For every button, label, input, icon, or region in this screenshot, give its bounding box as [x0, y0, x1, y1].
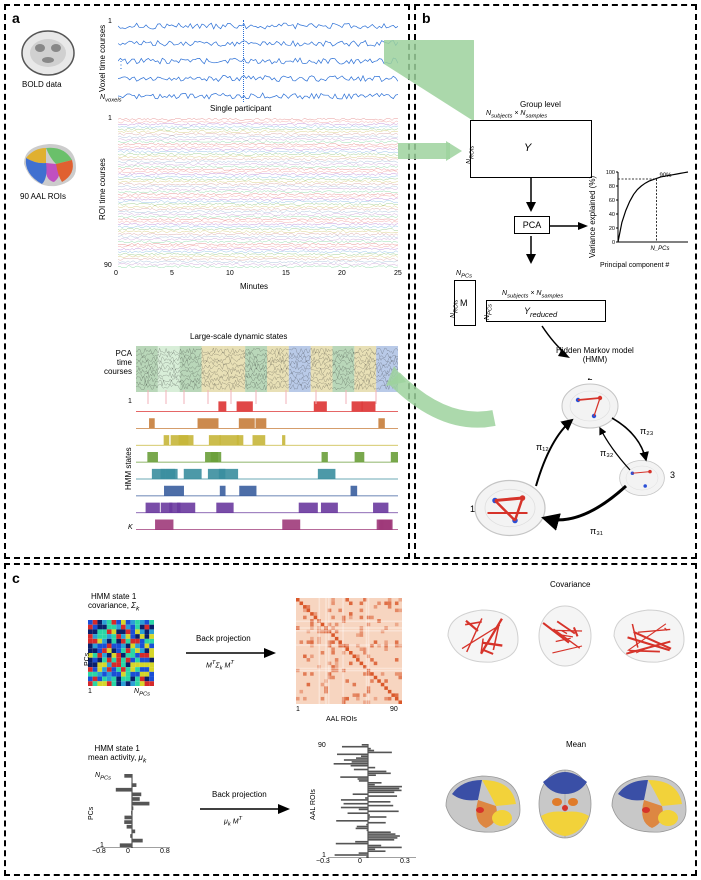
svg-text:π₂₃: π₂₃: [640, 426, 654, 436]
arrow-backproj-2: [198, 802, 292, 816]
voxel-bottom-tick: Nvoxels: [100, 94, 122, 103]
yreduced-text: Yreduced: [524, 306, 557, 319]
y-box-top-label: Nsubjects × Nsamples: [486, 110, 547, 119]
cov-brains: [440, 596, 690, 676]
pca-y-label: PCAtime courses: [92, 350, 132, 376]
roi-y-label: ROI time courses: [98, 158, 107, 220]
svg-text:⋮: ⋮: [118, 60, 126, 71]
yreduced-top-label: Nsubjects × Nsamples: [502, 290, 563, 299]
svg-text:0: 0: [612, 240, 615, 246]
cov-y-label: PCs: [84, 653, 91, 666]
svg-text:3: 3: [670, 470, 675, 480]
svg-text:20: 20: [609, 226, 615, 232]
pca-bands: [136, 346, 398, 392]
svg-text:2: 2: [587, 378, 592, 382]
backproj-formula-2: μk MT: [224, 816, 242, 828]
cov-x-right: NPCs: [134, 688, 150, 697]
arrow-pca-to-variance: [550, 222, 590, 236]
minutes-label: Minutes: [240, 282, 268, 291]
svg-text:π₃₂: π₃₂: [600, 448, 614, 458]
panel-a-label: a: [12, 10, 20, 26]
mean-x-small-ticks: −0.800.8: [92, 848, 172, 858]
cov-x-left: 1: [88, 688, 92, 695]
backproj-formula-1: MTΣk MT: [206, 660, 234, 672]
svg-text:60: 60: [609, 198, 615, 204]
single-participant-label: Single participant: [210, 104, 271, 113]
panel-b-label: b: [422, 10, 431, 26]
svg-text:40: 40: [609, 212, 615, 218]
roi-bottom-tick: 90: [104, 262, 112, 269]
large-scale-label: Large-scale dynamic states: [190, 332, 287, 341]
aal-brain-icon: [14, 138, 84, 190]
hmm-top-tick: 1: [128, 398, 132, 405]
bold-caption: BOLD data: [22, 80, 62, 89]
cov-matrix: [88, 620, 154, 686]
m-text: M: [460, 298, 468, 308]
hmm-states: [136, 398, 398, 533]
hmm-bottom-tick: K: [128, 524, 133, 531]
svg-text:π₃₁: π₃₁: [590, 526, 603, 536]
svg-text:1: 1: [470, 504, 475, 514]
mean-title: Mean: [566, 740, 586, 749]
arrow-pca-down: [524, 236, 538, 266]
arrow-y-to-pca: [524, 178, 538, 214]
covariance-title: Covariance: [550, 580, 590, 589]
svg-text:100: 100: [606, 170, 615, 176]
pca-hmm-connectors: [136, 388, 398, 406]
variance-chart: 0 20 40 60 80 100 90% N_PCs: [604, 168, 692, 260]
mean-title-box: HMM state 1mean activity, μk: [88, 744, 146, 765]
hmm-title: Hidden Markov model(HMM): [556, 346, 634, 364]
back-proj-1: Back projection: [196, 634, 251, 643]
svg-text:80: 80: [609, 184, 615, 190]
m-left-label: NROIs: [450, 300, 459, 318]
mean-y-label-small: PCs: [88, 807, 95, 820]
aal-y-label: AAL ROIs: [310, 789, 317, 820]
yreduced-left-label: NPCs: [484, 304, 493, 320]
aal-cov-matrix: [296, 598, 402, 704]
minutes-axis: 0510152025: [118, 270, 398, 282]
aal-caption: 90 AAL ROIs: [20, 192, 66, 201]
arrow-backproj-1: [184, 646, 278, 660]
pca-box: PCA: [514, 216, 550, 234]
roi-top-tick: 1: [108, 115, 112, 122]
svg-text:N_PCs: N_PCs: [651, 246, 670, 252]
hmm-diagram: 2 3 1 π₁₂ π₂₃ π₃₁ π₃₂: [440, 378, 690, 554]
mean-bars-large: [316, 744, 420, 858]
panel-c-label: c: [12, 570, 20, 586]
aal-x-right: 90: [390, 706, 398, 713]
aal-y-top: 90: [318, 742, 326, 749]
back-proj-2: Back projection: [212, 790, 267, 799]
y-text: Y: [524, 142, 531, 154]
mean-x-large-ticks: −0.300.3: [316, 858, 420, 868]
hmm-y-label: HMM states: [124, 447, 133, 490]
roi-traces: [118, 118, 398, 268]
group-level-label: Group level: [520, 100, 561, 109]
aal-rois-label-1: AAL ROIs: [326, 716, 357, 723]
mean-brains: [440, 756, 690, 852]
voxel-dashed-line: [243, 20, 244, 102]
aal-x-left: 1: [296, 706, 300, 713]
mean-bars-small: [92, 774, 172, 848]
voxel-top-tick: 1: [108, 18, 112, 25]
cov-title: HMM state 1covariance, Σk: [88, 592, 139, 613]
mean-y-top: NPCs: [95, 772, 111, 781]
bold-brain-icon: [18, 28, 78, 78]
svg-text:90%: 90%: [660, 173, 673, 179]
m-top-label: NPCs: [456, 270, 472, 279]
svg-text:π₁₂: π₁₂: [536, 442, 549, 452]
voxel-y-label: Voxel time courses: [98, 25, 107, 92]
variance-y-label: Variance explained (%): [588, 176, 597, 258]
y-box-left-label: NROIs: [466, 146, 475, 164]
voxel-traces: ⋮: [118, 18, 398, 100]
variance-x-label: Principal component #: [600, 262, 669, 269]
